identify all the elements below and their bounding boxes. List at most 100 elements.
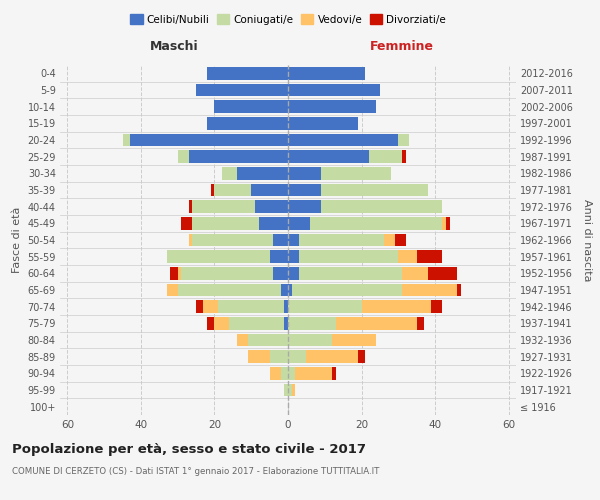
Bar — [288, 100, 376, 113]
Bar — [167, 284, 178, 296]
Bar — [288, 200, 321, 213]
Bar — [122, 134, 130, 146]
Bar — [248, 350, 269, 363]
Legend: Celibi/Nubili, Coniugati/e, Vedovi/e, Divorziati/e: Celibi/Nubili, Coniugati/e, Vedovi/e, Di… — [126, 10, 450, 29]
Y-axis label: Fasce di età: Fasce di età — [12, 207, 22, 273]
Bar — [288, 150, 369, 163]
Bar — [402, 267, 428, 280]
Bar — [288, 267, 299, 280]
Bar — [269, 250, 288, 263]
Bar — [431, 300, 442, 313]
Bar — [288, 350, 307, 363]
Bar — [259, 217, 288, 230]
Bar — [307, 350, 358, 363]
Bar — [251, 184, 288, 196]
Bar — [288, 384, 292, 396]
Bar — [284, 384, 288, 396]
Bar — [181, 267, 273, 280]
Bar — [284, 300, 288, 313]
Bar — [273, 234, 288, 246]
Bar — [193, 217, 259, 230]
Bar — [214, 184, 251, 196]
Bar — [189, 234, 193, 246]
Bar — [211, 184, 214, 196]
Bar — [288, 134, 398, 146]
Bar — [417, 250, 442, 263]
Bar — [288, 84, 380, 96]
Bar — [178, 284, 281, 296]
Bar — [369, 150, 402, 163]
Bar — [207, 317, 214, 330]
Bar — [288, 250, 299, 263]
Bar — [310, 217, 442, 230]
Bar — [222, 167, 236, 179]
Bar — [214, 317, 229, 330]
Bar — [281, 367, 288, 380]
Bar — [273, 267, 288, 280]
Bar — [332, 367, 336, 380]
Bar — [395, 234, 406, 246]
Bar — [398, 134, 409, 146]
Bar — [203, 300, 218, 313]
Bar — [288, 334, 332, 346]
Bar — [207, 67, 288, 80]
Bar — [281, 284, 288, 296]
Bar — [362, 300, 431, 313]
Bar — [292, 384, 295, 396]
Bar — [229, 317, 284, 330]
Bar — [130, 134, 288, 146]
Bar — [417, 317, 424, 330]
Bar — [214, 100, 288, 113]
Bar — [269, 350, 288, 363]
Text: Maschi: Maschi — [149, 40, 199, 54]
Bar — [193, 200, 255, 213]
Bar — [193, 234, 273, 246]
Y-axis label: Anni di nascita: Anni di nascita — [583, 198, 592, 281]
Bar — [170, 267, 178, 280]
Bar — [284, 317, 288, 330]
Bar — [196, 300, 203, 313]
Bar — [288, 117, 358, 130]
Bar — [288, 367, 295, 380]
Bar — [299, 250, 398, 263]
Bar — [196, 84, 288, 96]
Bar — [321, 167, 391, 179]
Bar — [358, 350, 365, 363]
Bar — [181, 217, 193, 230]
Bar — [255, 200, 288, 213]
Text: Femmine: Femmine — [370, 40, 434, 54]
Bar — [288, 300, 362, 313]
Bar — [288, 284, 292, 296]
Text: COMUNE DI CERZETO (CS) - Dati ISTAT 1° gennaio 2017 - Elaborazione TUTTITALIA.IT: COMUNE DI CERZETO (CS) - Dati ISTAT 1° g… — [12, 468, 379, 476]
Bar — [457, 284, 461, 296]
Bar — [321, 200, 442, 213]
Bar — [299, 234, 383, 246]
Bar — [207, 117, 288, 130]
Bar — [295, 367, 332, 380]
Bar — [189, 150, 288, 163]
Bar — [383, 234, 395, 246]
Bar — [236, 167, 288, 179]
Bar — [288, 234, 299, 246]
Bar — [336, 317, 417, 330]
Bar — [428, 267, 457, 280]
Bar — [288, 184, 321, 196]
Text: Popolazione per età, sesso e stato civile - 2017: Popolazione per età, sesso e stato civil… — [12, 442, 366, 456]
Bar — [398, 250, 417, 263]
Bar — [236, 334, 248, 346]
Bar — [288, 167, 321, 179]
Bar — [189, 200, 193, 213]
Bar — [269, 367, 281, 380]
Bar — [321, 184, 428, 196]
Bar — [288, 317, 336, 330]
Bar — [402, 284, 457, 296]
Bar — [446, 217, 450, 230]
Bar — [332, 334, 376, 346]
Bar — [299, 267, 402, 280]
Bar — [292, 284, 402, 296]
Bar — [248, 334, 288, 346]
Bar — [167, 250, 269, 263]
Bar — [288, 67, 365, 80]
Bar — [402, 150, 406, 163]
Bar — [178, 267, 181, 280]
